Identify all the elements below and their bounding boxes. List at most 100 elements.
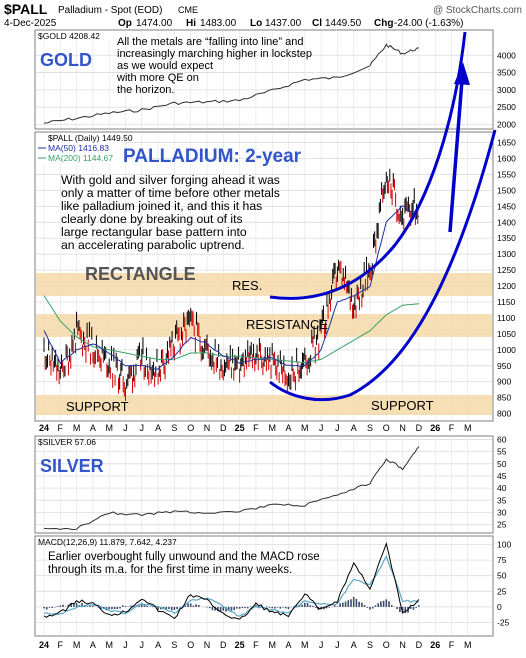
y-tick-label: 1300 [497, 249, 516, 259]
up-arrow-shaft [448, 79, 464, 233]
y-tick-label: 950 [497, 361, 511, 371]
x-tick-label: S [367, 423, 373, 433]
x-tick-label: J [335, 423, 340, 433]
header-low-label: Lo [250, 18, 262, 29]
gold-label: GOLD [40, 50, 92, 70]
macd-legend: MACD(12,26,9) 11.879, 7.642, 4.237 [38, 537, 177, 547]
y-tick-label: 1000 [497, 345, 516, 355]
palladium-legend-main: $PALL (Daily) 1449.50 [48, 133, 133, 143]
y-tick-label: 50 [497, 459, 507, 469]
x-tick-label: D [220, 640, 227, 650]
palladium-note-line-1: With gold and silver forging ahead it wa… [61, 173, 280, 187]
x-tick-label: M [105, 423, 113, 433]
y-tick-label: 0 [497, 602, 502, 612]
header-close: 1449.50 [325, 18, 362, 29]
ma200-line [43, 295, 419, 364]
header-high-label: Hi [186, 18, 196, 29]
y-tick-label: 1350 [497, 233, 516, 243]
label-support-left: SUPPORT [66, 399, 129, 414]
silver-y-ticks: 25 30 35 40 45 50 55 60 [497, 434, 507, 529]
macd-note-line-2: through its m.a. for the first time in m… [48, 564, 292, 576]
x-tick-label: A [285, 640, 291, 650]
y-tick-label: 35 [497, 495, 507, 505]
x-tick-label: M [301, 423, 309, 433]
macd-note-line-1: Earlier overbought fully unwound and the… [48, 551, 320, 563]
x-tick-label: 24 [39, 423, 49, 433]
x-tick-label: D [416, 640, 423, 650]
macd-x-axis: 24 F M A M J J A S O N D 25 F M A M J J A S O N D 26 F M [39, 640, 472, 650]
gold-note: All the metals are “falling into line” a… [116, 36, 312, 96]
label-rectangle: RECTANGLE [85, 264, 196, 284]
y-tick-label: 1100 [497, 313, 516, 323]
x-tick-label: S [171, 423, 177, 433]
parabola-lower-curve [269, 129, 497, 402]
y-tick-label: 100 [497, 539, 511, 549]
y-tick-label: 1550 [497, 169, 516, 179]
y-tick-label: 1500 [497, 185, 516, 195]
header-open: 1474.00 [136, 18, 173, 29]
gold-note-line-4: with more QE on [116, 72, 199, 84]
x-tick-label: A [351, 640, 357, 650]
x-tick-label: M [268, 640, 276, 650]
header-date: 4-Dec-2025 [4, 18, 57, 29]
resistance-band-top [36, 273, 492, 296]
x-tick-label: J [123, 640, 128, 650]
silver-price-line [43, 446, 420, 531]
y-tick-label: 2500 [497, 102, 516, 112]
silver-legend: $SILVER 57.06 [38, 437, 96, 447]
header-name: Palladium - Spot (EOD) [58, 5, 162, 16]
gold-legend-bg [36, 31, 116, 41]
palladium-panel: 800 850 900 950 1000 1050 1100 1150 1200 1250 1300… [34, 31, 516, 422]
gold-y-ticks: 2000 2500 3000 3500 4000 [497, 50, 516, 129]
palladium-note: With gold and silver forging ahead it wa… [61, 173, 280, 252]
y-tick-label: 25 [497, 520, 507, 530]
palladium-x-axis: 24 F M A M J J A S O N D 25 F M A M J J A S O N D 26 F M [39, 423, 472, 433]
parabola-upper-curve [269, 31, 467, 300]
y-tick-label: 2000 [497, 120, 516, 130]
silver-panel: 25 30 35 40 45 50 55 60 $SILVER 57.06 SILVER [34, 434, 507, 534]
silver-panel-frame [34, 435, 494, 534]
x-tick-label: O [187, 640, 194, 650]
y-tick-label: 1050 [497, 329, 516, 339]
macd-grid [36, 537, 492, 635]
y-tick-label: 3500 [497, 68, 516, 78]
palladium-note-line-5: large rectangular base pattern into [61, 225, 247, 239]
palladium-note-line-4: clearly done by breaking out of its [61, 212, 243, 226]
x-tick-label: N [204, 640, 211, 650]
header-close-label: Cl [312, 18, 322, 29]
palladium-note-line-3: like palladium joined it, and this it ha… [61, 199, 262, 213]
x-tick-label: F [253, 423, 259, 433]
y-tick-label: 850 [497, 393, 511, 403]
y-tick-label: 1600 [497, 154, 516, 164]
x-tick-label: F [58, 640, 64, 650]
x-tick-label: J [335, 640, 340, 650]
x-tick-label: O [383, 640, 390, 650]
x-tick-label: O [383, 423, 390, 433]
x-tick-label: A [351, 423, 357, 433]
palladium-title: PALLADIUM: 2-year [123, 146, 302, 167]
header-open-label: Op [118, 18, 132, 29]
macd-signal-line [43, 554, 420, 617]
x-tick-label: A [155, 423, 161, 433]
x-tick-label: J [140, 640, 145, 650]
x-tick-label: J [123, 423, 128, 433]
gold-price-line [43, 43, 419, 124]
header-ohlc: Op 1474.00 Hi 1483.00 Lo 1437.00 Cl 1449… [118, 18, 463, 29]
macd-y-ticks: -25 0 25 50 75 100 [497, 539, 511, 627]
palladium-legend-ma50: MA(50) 1416.83 [48, 143, 109, 153]
x-tick-label: 26 [430, 423, 440, 433]
y-tick-label: 75 [497, 555, 507, 565]
x-tick-label: M [268, 423, 276, 433]
palladium-y-ticks: 800 850 900 950 1000 1050 1100 1150 1200 1250 1300… [497, 138, 516, 419]
gold-note-line-2: increasingly marching higher in lockstep [117, 48, 312, 60]
y-tick-label: 1650 [497, 138, 516, 148]
label-res: RES. [232, 278, 262, 293]
gold-note-line-3: as we would expect [117, 60, 213, 72]
y-tick-label: 30 [497, 508, 507, 518]
x-tick-label: J [319, 640, 324, 650]
gold-grid [36, 31, 492, 128]
x-tick-label: M [73, 640, 81, 650]
x-tick-label: A [285, 423, 291, 433]
